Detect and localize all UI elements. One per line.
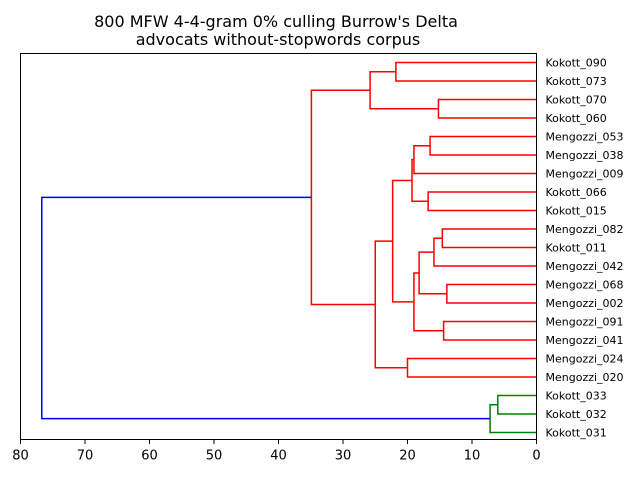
plot-frame bbox=[20, 53, 537, 440]
leaf-label: Kokott_031 bbox=[546, 427, 607, 440]
x-tick-label: 50 bbox=[206, 449, 223, 464]
leaf-label: Mengozzi_041 bbox=[546, 334, 624, 347]
dendrogram-link-t bbox=[41, 196, 491, 420]
x-tick-label: 40 bbox=[270, 449, 287, 464]
leaf-label: Kokott_066 bbox=[546, 186, 607, 199]
dendrogram-link-c bbox=[369, 71, 439, 110]
dendrogram-link-p bbox=[374, 240, 408, 369]
dendrogram-link-j bbox=[446, 283, 537, 304]
dendrogram-link-l bbox=[442, 320, 537, 341]
dendrogram-link-q bbox=[310, 89, 376, 306]
leaf-labels: Kokott_090 Kokott_073 Kokott_070 Kokott_060… bbox=[546, 57, 624, 440]
dendrogram-link-d bbox=[429, 135, 537, 156]
leaf-label: Kokott_070 bbox=[546, 94, 607, 107]
dendrogram-link-f bbox=[427, 191, 537, 212]
dendrogram-link-h bbox=[441, 228, 537, 249]
leaf-label: Mengozzi_002 bbox=[546, 297, 624, 310]
chart-title-line-2: advocats without-stopwords corpus bbox=[136, 30, 421, 49]
leaf-label: Mengozzi_038 bbox=[546, 149, 624, 162]
leaf-label: Mengozzi_053 bbox=[546, 131, 624, 144]
x-tick-label: 0 bbox=[532, 449, 540, 464]
dendrogram-link-b bbox=[437, 98, 537, 119]
x-tick-label: 20 bbox=[399, 449, 416, 464]
x-tick-label: 80 bbox=[12, 449, 29, 464]
dendrogram-link-i bbox=[433, 237, 537, 267]
x-axis-ticks: 80 70 60 50 40 30 20 10 0 bbox=[12, 439, 541, 464]
dendrogram-link-n bbox=[391, 179, 414, 303]
x-tick-label: 10 bbox=[464, 449, 481, 464]
x-tick-label: 70 bbox=[77, 449, 94, 464]
leaf-label: Kokott_033 bbox=[546, 390, 607, 403]
leaf-label: Kokott_032 bbox=[546, 408, 607, 421]
leaf-label: Mengozzi_091 bbox=[546, 316, 624, 329]
dendrogram-link-k bbox=[418, 251, 447, 295]
leaf-label: Kokott_073 bbox=[546, 75, 607, 88]
leaf-label: Kokott_015 bbox=[546, 205, 607, 218]
x-tick-label: 60 bbox=[141, 449, 158, 464]
dendrogram-link-s bbox=[489, 404, 537, 434]
x-tick-label: 30 bbox=[335, 449, 352, 464]
leaf-label: Mengozzi_042 bbox=[546, 260, 624, 273]
dendrogram-link-r bbox=[497, 394, 537, 415]
chart-title-line-1: 800 MFW 4-4-gram 0% culling Burrow's Del… bbox=[94, 12, 458, 31]
dendrogram-link-o bbox=[406, 357, 537, 378]
dendrogram-link-a bbox=[395, 61, 537, 82]
leaf-label: Mengozzi_020 bbox=[546, 371, 624, 384]
dendrogram-links bbox=[41, 61, 537, 434]
dendrogram-link-e bbox=[413, 145, 537, 175]
leaf-label: Mengozzi_009 bbox=[546, 168, 624, 181]
leaf-label: Kokott_090 bbox=[546, 57, 607, 70]
leaf-label: Kokott_060 bbox=[546, 112, 607, 125]
leaf-label: Mengozzi_082 bbox=[546, 223, 624, 236]
leaf-label: Mengozzi_068 bbox=[546, 279, 624, 292]
leaf-label: Kokott_011 bbox=[546, 242, 607, 255]
leaf-label: Mengozzi_024 bbox=[546, 353, 624, 366]
